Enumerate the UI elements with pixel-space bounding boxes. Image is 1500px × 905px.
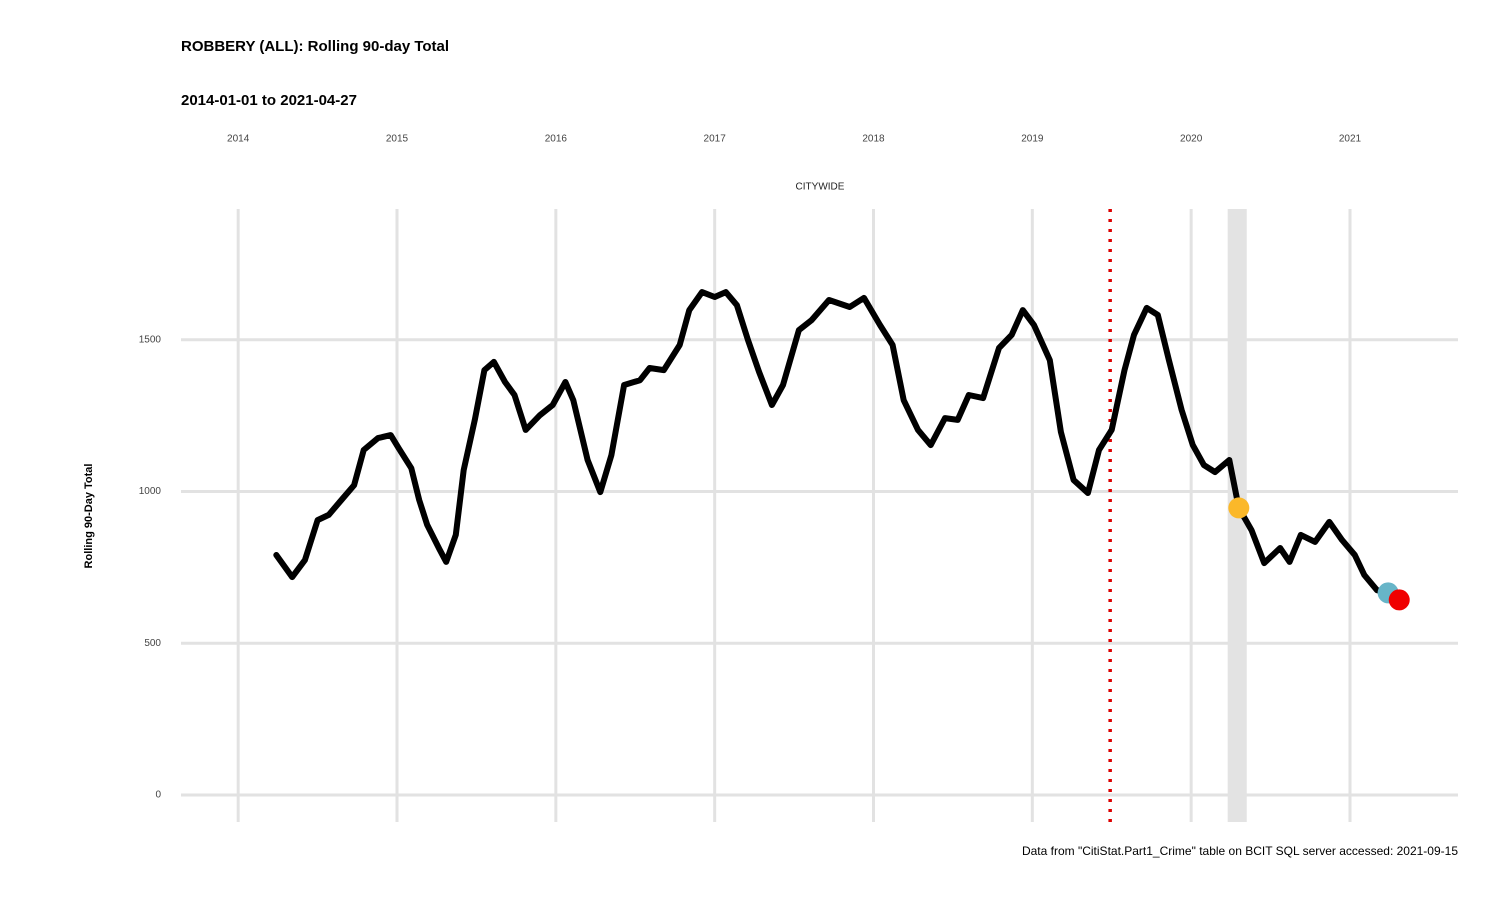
x-tick-label: 2016 [545,134,568,145]
y-axis-title: Rolling 90-Day Total [83,464,95,569]
y-tick-label: 1000 [139,486,162,497]
x-tick-label: 2014 [227,134,250,145]
x-tick-label: 2019 [1021,134,1044,145]
x-tick-label: 2021 [1339,134,1362,145]
highlight-point [1388,589,1410,611]
data-line [273,289,1392,596]
chart-title: ROBBERY (ALL): Rolling 90-day Total [181,38,449,55]
y-tick-label: 0 [155,790,161,801]
x-tick-label: 2020 [1180,134,1203,145]
x-tick-label: 2017 [704,134,727,145]
y-tick-label: 500 [144,638,161,649]
caption: Data from "CitiStat.Part1_Crime" table o… [1022,844,1458,858]
y-tick-label: 1500 [139,334,162,345]
highlight-point [1228,497,1250,519]
facet-label: CITYWIDE [796,182,845,193]
x-tick-label: 2015 [386,134,409,145]
x-tick-label: 2018 [862,134,885,145]
chart-subtitle: 2014-01-01 to 2021-04-27 [181,92,357,109]
